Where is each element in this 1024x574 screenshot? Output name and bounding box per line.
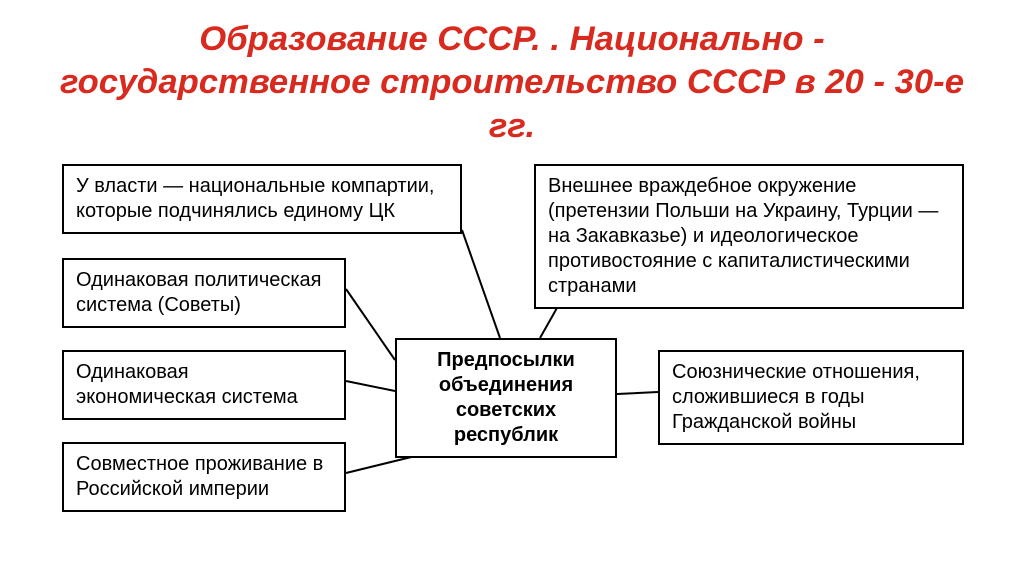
right-node-2: Союзнические отношения, сложившиеся в го… [658, 350, 964, 445]
left-node-1: У власти — национальные компартии, котор… [62, 164, 462, 234]
center-node: Предпосылки объединения советских респуб… [395, 338, 617, 458]
center-node-label: Предпосылки объединения советских респуб… [437, 349, 575, 446]
right-node-1: Внешнее враждебное окружение (претензии … [534, 164, 964, 309]
right-node-1-label: Внешнее враждебное окружение (претензии … [548, 175, 938, 297]
left-node-4: Совместное проживание в Российской импер… [62, 442, 346, 512]
left-node-3: Одинаковая экономическая система [62, 350, 346, 420]
left-node-3-label: Одинаковая экономическая система [76, 361, 298, 408]
page-title: Образование СССР. . Национально - госуда… [0, 0, 1024, 158]
left-node-1-label: У власти — национальные компартии, котор… [76, 175, 435, 222]
diagram-container: Предпосылки объединения советских респуб… [0, 160, 1024, 560]
left-node-2: Одинаковая политическая система (Советы) [62, 258, 346, 328]
left-node-2-label: Одинаковая политическая система (Советы) [76, 269, 322, 316]
left-node-4-label: Совместное проживание в Российской импер… [76, 453, 323, 500]
right-node-2-label: Союзнические отношения, сложившиеся в го… [672, 361, 920, 433]
